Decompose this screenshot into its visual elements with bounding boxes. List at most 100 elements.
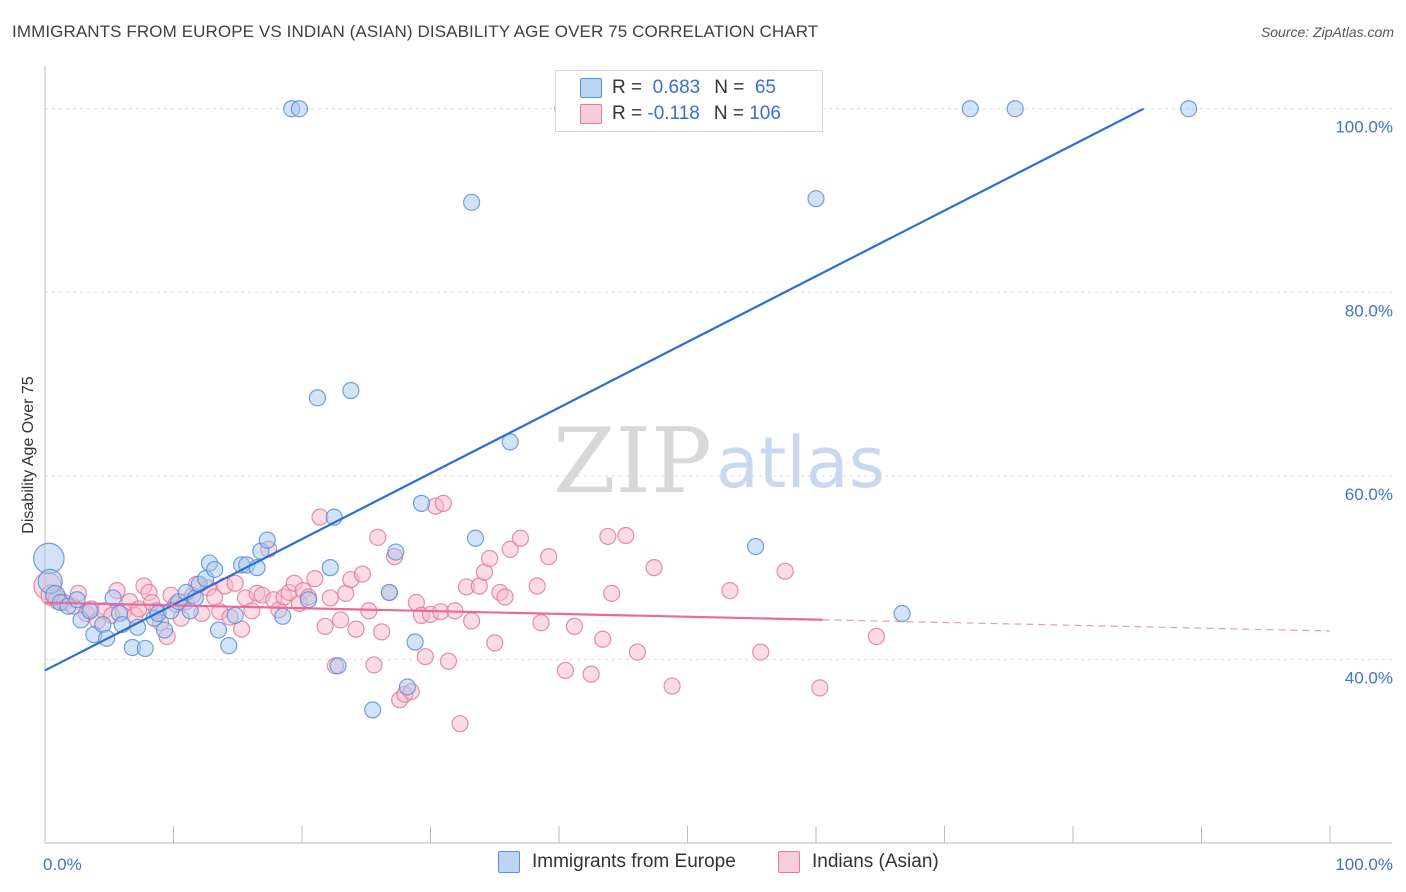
indian-point xyxy=(416,648,434,666)
axes xyxy=(44,66,1392,844)
watermark: ZIP atlas xyxy=(553,409,885,514)
europe-point xyxy=(1180,100,1198,118)
series-legend: Immigrants from Europe Indians (Asian) xyxy=(0,851,1406,877)
legend-swatch-indian xyxy=(778,851,800,873)
indian-point xyxy=(501,540,519,558)
indian-point xyxy=(556,661,575,680)
europe-point xyxy=(68,591,86,609)
stats-legend: R = 0.683 N = 65 R = -0.118 N = 106 xyxy=(555,70,823,132)
y-axis-label: Disability Age Over 75 xyxy=(20,376,37,534)
legend-swatch-europe xyxy=(498,851,520,873)
legend-item-europe[interactable]: Immigrants from Europe xyxy=(498,851,736,873)
y-tick-label: 80.0% xyxy=(1345,301,1393,320)
watermark-zip: ZIP xyxy=(553,409,712,514)
europe-point xyxy=(387,543,405,561)
indian-point xyxy=(645,559,663,577)
legend-swatch-indian xyxy=(580,104,602,124)
europe-point xyxy=(128,618,147,636)
europe-point xyxy=(226,606,244,624)
indian-point xyxy=(594,630,612,648)
legend-r-label: R = xyxy=(612,77,648,98)
indian-point xyxy=(373,623,391,641)
indian-trend-line xyxy=(44,601,823,621)
legend-n-value: 65 xyxy=(749,77,776,98)
europe-point xyxy=(501,433,519,451)
indian-point xyxy=(811,679,829,697)
y-tick-label: 40.0% xyxy=(1345,668,1393,687)
indian-point xyxy=(331,611,350,629)
legend-r-value: -0.118 xyxy=(647,103,700,124)
europe-point xyxy=(342,381,360,400)
grid-lines xyxy=(45,108,1392,660)
indian-point xyxy=(365,656,383,674)
legend-n-label: N = xyxy=(714,77,750,98)
europe-point xyxy=(321,559,339,577)
indian-point xyxy=(582,665,600,683)
indian-point xyxy=(867,627,885,646)
europe-point xyxy=(961,100,979,118)
europe-point xyxy=(380,583,398,602)
indian-point xyxy=(243,602,261,620)
indian-point xyxy=(369,528,387,546)
europe-point xyxy=(807,190,825,208)
europe-point xyxy=(463,193,481,211)
indian-point xyxy=(511,529,530,547)
indian-point xyxy=(565,617,584,635)
indian-point xyxy=(316,617,334,635)
indian-point xyxy=(233,620,251,638)
trend-lines xyxy=(44,107,1331,672)
europe-point xyxy=(81,602,99,620)
indian-point xyxy=(752,643,770,661)
indian-trend-extension xyxy=(822,619,1331,632)
europe-point xyxy=(155,621,174,639)
indian-point xyxy=(347,620,365,638)
indian-point xyxy=(721,581,739,600)
y-tick-label: 60.0% xyxy=(1345,485,1393,504)
europe-point xyxy=(412,494,431,512)
indian-point xyxy=(532,614,550,632)
legend-n-label: N = xyxy=(713,103,750,124)
legend-n-value: 106 xyxy=(749,103,781,124)
x-tick-label: 100.0% xyxy=(1335,855,1393,874)
europe-point xyxy=(209,621,228,639)
legend-label-europe: Immigrants from Europe xyxy=(532,851,736,872)
europe-point xyxy=(1006,100,1024,118)
indian-point xyxy=(496,588,514,606)
europe-point xyxy=(308,389,327,407)
europe-point xyxy=(206,560,224,579)
y-tick-label: 100.0% xyxy=(1335,118,1393,137)
legend-swatch-europe xyxy=(580,78,602,98)
europe-point xyxy=(290,100,309,118)
europe-point xyxy=(274,607,292,625)
indian-point xyxy=(306,570,324,588)
europe-point xyxy=(220,637,238,655)
indian-point xyxy=(439,652,458,670)
tick-labels: 40.0% 60.0% 80.0% 100.0% 0.0% 100.0% xyxy=(43,118,1393,874)
europe-point xyxy=(104,589,122,607)
legend-label-indian: Indians (Asian) xyxy=(812,851,939,872)
europe-point xyxy=(747,537,765,556)
europe-point xyxy=(136,639,154,658)
europe-trend-line xyxy=(44,107,1145,672)
indian-point xyxy=(617,526,635,545)
indian-point xyxy=(353,565,371,583)
legend-r-label: R = xyxy=(612,103,648,124)
indian-point xyxy=(599,527,617,546)
legend-item-indian[interactable]: Indians (Asian) xyxy=(778,851,939,873)
watermark-atlas: atlas xyxy=(716,422,885,504)
indian-point xyxy=(540,548,558,566)
indian-point xyxy=(451,715,469,733)
europe-point xyxy=(406,633,424,651)
chart-title: IMMIGRANTS FROM EUROPE VS INDIAN (ASIAN)… xyxy=(12,22,819,41)
indian-point xyxy=(321,589,339,607)
europe-point xyxy=(466,529,485,547)
legend-row-europe: R = 0.683 N = 65 xyxy=(580,75,776,101)
legend-r-value: 0.683 xyxy=(647,77,701,98)
indian-point xyxy=(628,643,646,661)
europe-point xyxy=(329,657,347,675)
indian-point xyxy=(434,494,452,512)
europe-point xyxy=(398,678,416,696)
x-tick-label: 0.0% xyxy=(43,855,82,874)
indian-point xyxy=(663,677,681,695)
